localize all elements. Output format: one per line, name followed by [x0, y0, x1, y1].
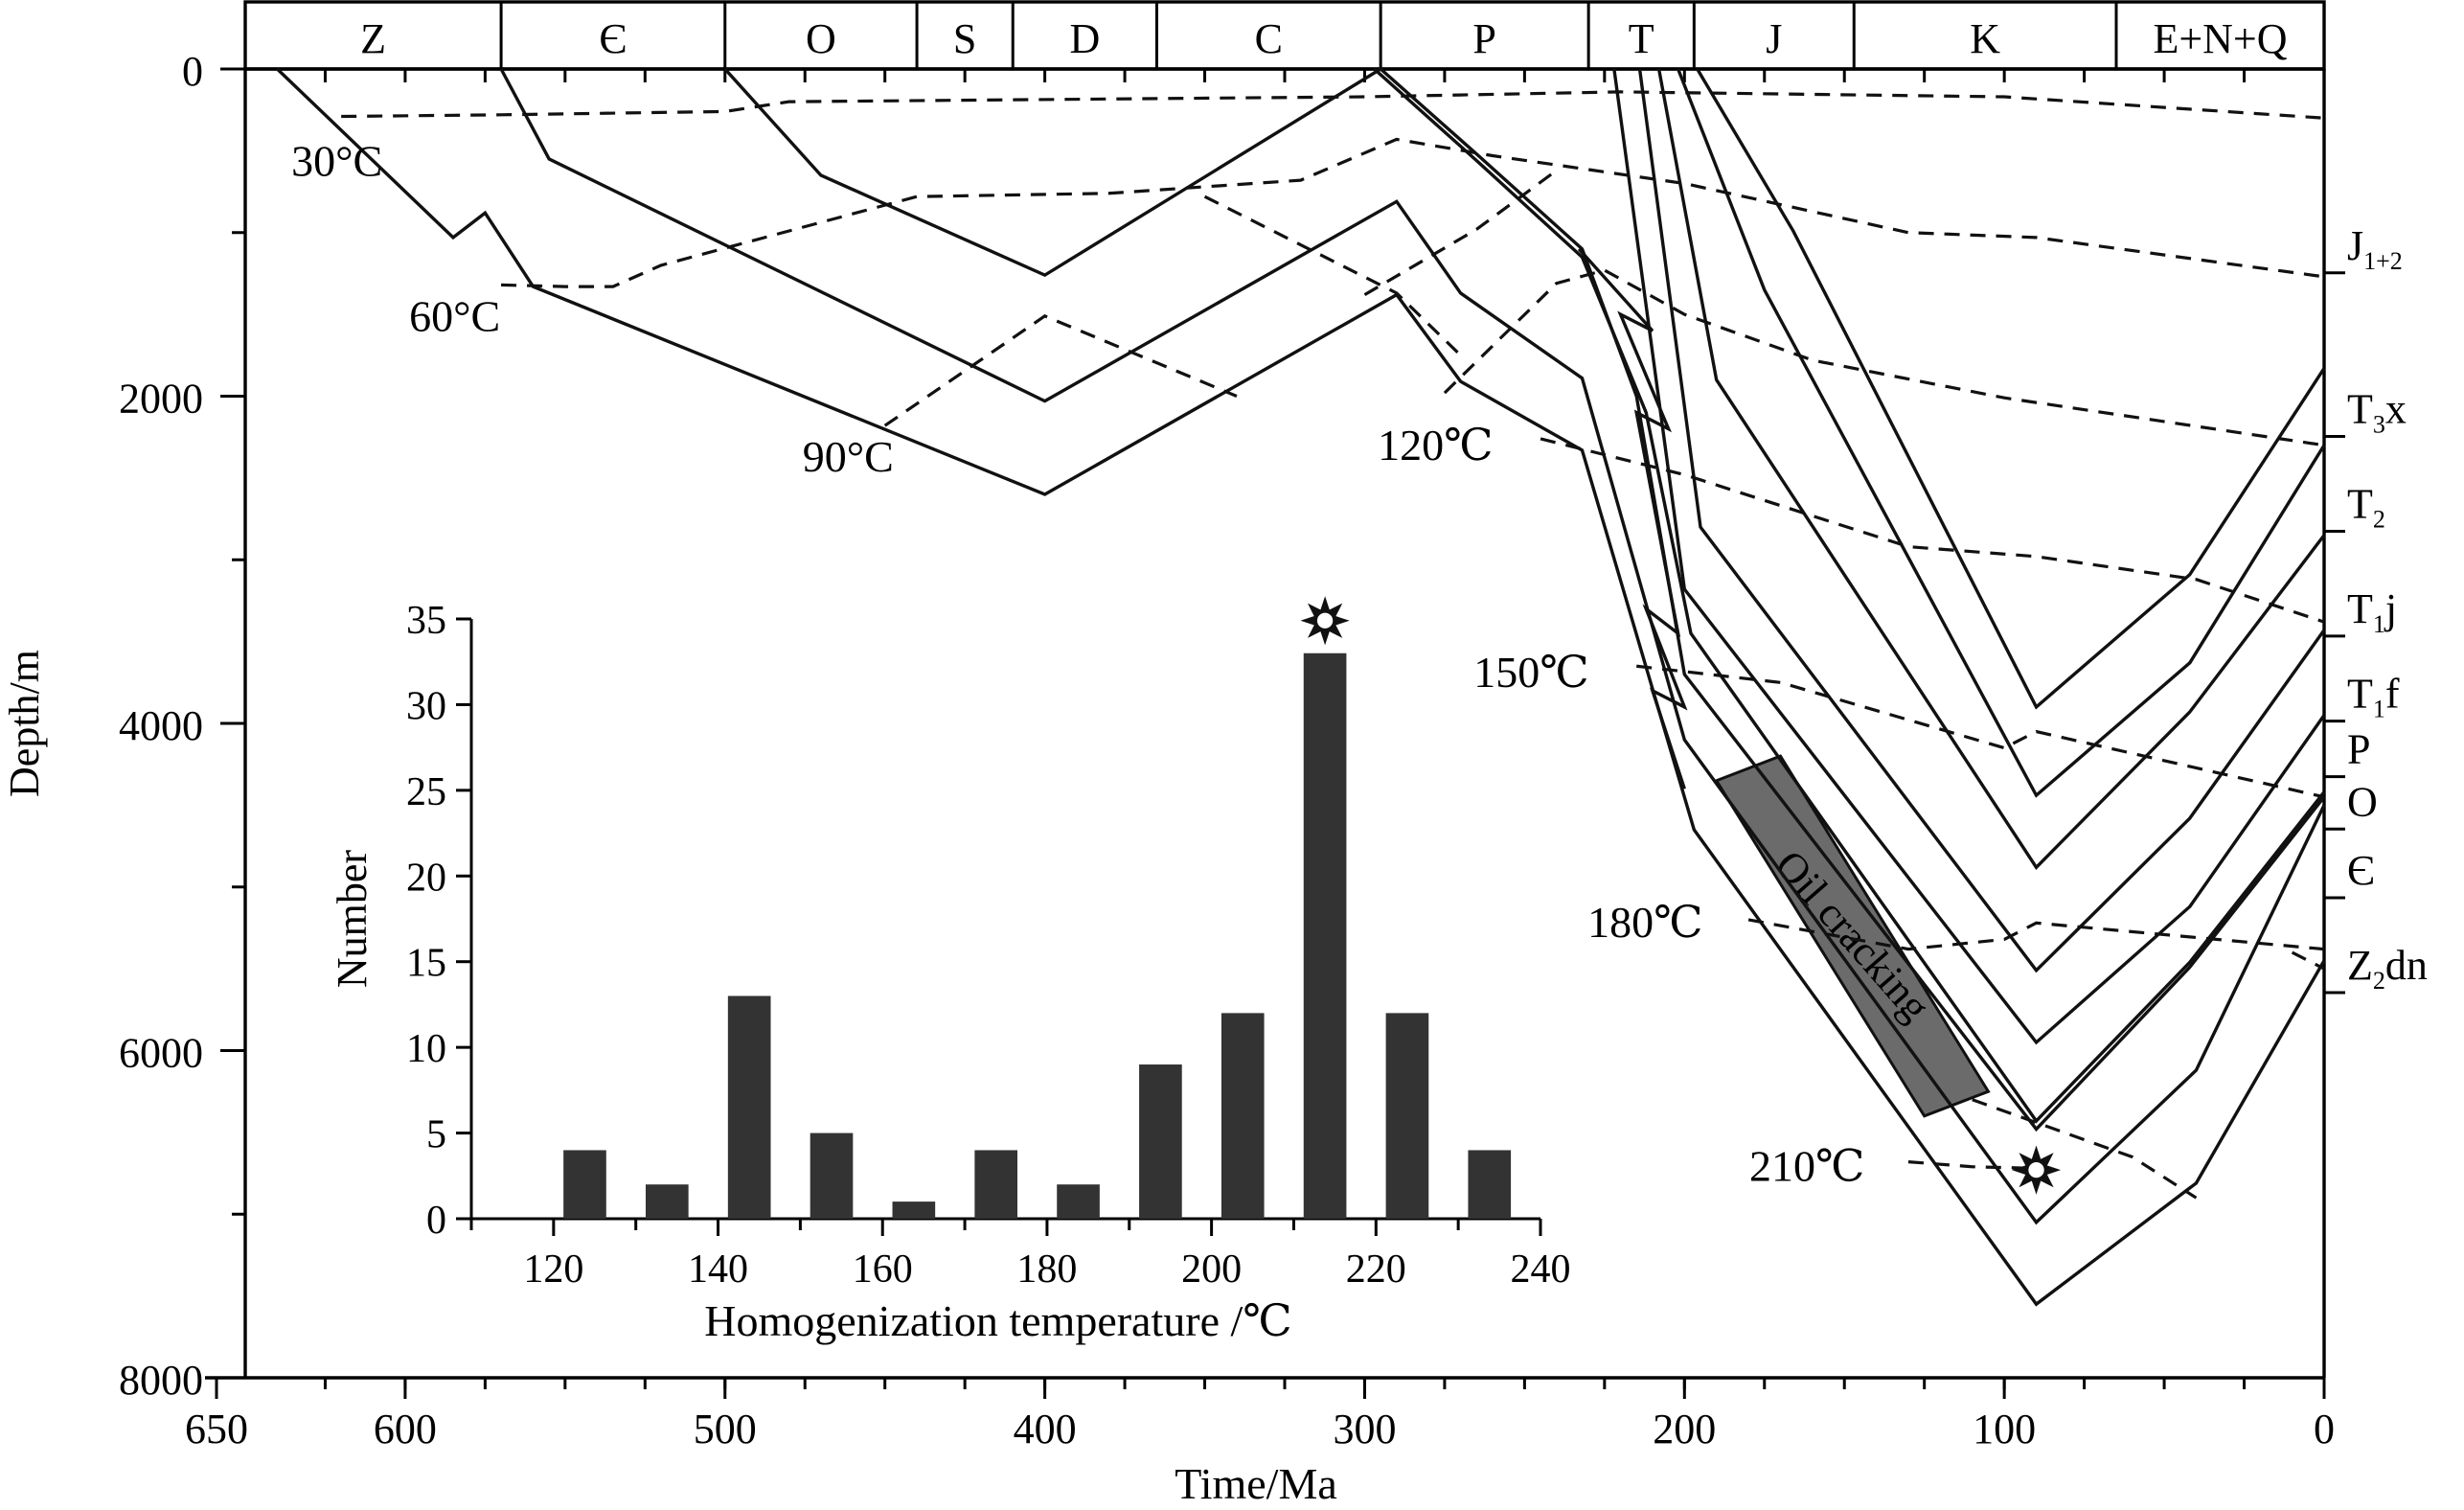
hist-y-tick-label: 20: [406, 856, 446, 900]
burial-zigzag: [1577, 247, 1688, 789]
strata-label: T3x: [2347, 386, 2407, 439]
burial-curve: [723, 66, 2326, 1132]
period-label: Z: [360, 15, 386, 62]
hist-bar: [563, 1150, 606, 1219]
hist-y-tick-label: 25: [406, 770, 446, 814]
hist-x-axis-title: Homogenization temperature /℃: [704, 1296, 1291, 1345]
hist-bar: [727, 995, 771, 1219]
hist-y-tick-label: 0: [426, 1199, 446, 1243]
isotherm-line: [1443, 268, 2325, 447]
hist-x-tick-label: 120: [523, 1247, 583, 1292]
isotherm-label: 90°C: [803, 432, 894, 481]
isotherm-line: [2291, 950, 2325, 971]
period-label: O: [806, 15, 836, 62]
x-tick-label: 600: [374, 1406, 437, 1453]
hist-bar: [1303, 652, 1347, 1219]
period-bar: [243, 0, 2326, 71]
strata-label: T2: [2347, 481, 2385, 534]
x-tick-label: 300: [1333, 1406, 1396, 1453]
strata-label: T1j: [2347, 585, 2397, 638]
hist-x-tick-label: 160: [853, 1247, 913, 1292]
hist-bar: [1468, 1150, 1512, 1219]
period-label: P: [1472, 15, 1495, 62]
strata-label: Z2dn: [2347, 942, 2428, 995]
isotherm-line: [883, 314, 1238, 427]
period-label: D: [1069, 15, 1100, 62]
hist-bar: [645, 1184, 689, 1219]
hist-y-tick-label: 15: [406, 942, 446, 986]
hist-y-tick-label: 5: [426, 1113, 446, 1157]
period-label: E+N+Q: [2153, 15, 2287, 62]
x-axis-title: Time/Ma: [1175, 1459, 1337, 1508]
burial-curve: [1656, 68, 2326, 870]
hist-y-axis-title: Number: [329, 850, 376, 989]
y-tick-label: 8000: [119, 1357, 203, 1404]
isotherm-line: [1907, 1160, 2037, 1171]
strata-label: P: [2347, 726, 2370, 773]
period-label: Є: [599, 15, 627, 62]
isotherm-line: [1363, 169, 1558, 297]
isotherm-line: [1540, 437, 2325, 624]
isotherm-label: 30°C: [291, 137, 382, 186]
period-label: K: [1970, 15, 2000, 62]
strata-label: T1f: [2347, 671, 2400, 723]
isotherm-label: 180℃: [1587, 898, 1702, 947]
oil-cracking-zone: [1714, 754, 1991, 1118]
hist-y-tick-label: 35: [406, 599, 446, 643]
isotherm-line: [501, 137, 2325, 288]
y-tick-label: 6000: [119, 1030, 203, 1077]
hist-y-tick-label: 30: [406, 684, 446, 728]
isotherm-line: [1203, 194, 1462, 356]
burial-curve: [1677, 68, 2326, 798]
isotherm-line: [1972, 1098, 2198, 1200]
peak-marker-icon-core: [2028, 1161, 2044, 1178]
burial-curve: [1696, 68, 2326, 710]
isotherm-label: 60°C: [409, 291, 500, 340]
isotherm-label: 120℃: [1378, 421, 1493, 469]
x-tick-label: 650: [185, 1406, 248, 1453]
hist-y-tick-label: 10: [406, 1027, 446, 1071]
burial-curve: [1637, 68, 2326, 973]
y-axis-title: Depth/m: [1, 650, 48, 797]
strata-label: O: [2347, 778, 2378, 825]
hist-bar: [810, 1132, 854, 1219]
x-tick-label: 500: [694, 1406, 757, 1453]
x-tick-label: 100: [1973, 1406, 2036, 1453]
isotherm-label: 210℃: [1749, 1142, 1864, 1191]
period-label: C: [1255, 15, 1283, 62]
period-label: J: [1766, 15, 1782, 62]
strata-label: J1+2: [2347, 222, 2403, 275]
isotherm-line: [1747, 918, 2325, 951]
isotherm-label: 150℃: [1473, 648, 1588, 697]
hist-peak-marker-icon-core: [1316, 612, 1334, 629]
x-tick-label: 400: [1014, 1406, 1077, 1453]
hist-x-tick-label: 240: [1511, 1247, 1571, 1292]
hist-bar: [1385, 1013, 1429, 1219]
y-tick-label: 2000: [119, 376, 203, 423]
strata-label: Є: [2347, 847, 2375, 894]
y-tick-label: 4000: [119, 702, 203, 749]
hist-bar: [1221, 1013, 1265, 1219]
period-label: T: [1629, 15, 1654, 62]
hist-bar: [1057, 1184, 1100, 1219]
burial-curve: [499, 68, 2326, 1225]
x-tick-label: 0: [2314, 1406, 2335, 1453]
burial-curve: [1373, 67, 2326, 1124]
hist-bar: [1139, 1064, 1182, 1219]
hist-bar: [892, 1201, 936, 1219]
hist-x-tick-label: 200: [1181, 1247, 1242, 1292]
y-tick-label: 0: [182, 48, 203, 95]
period-label: S: [953, 15, 976, 62]
burial-curve: [1612, 68, 2326, 1045]
hist-x-tick-label: 140: [688, 1247, 748, 1292]
isotherm-line: [341, 90, 2325, 120]
x-tick-label: 200: [1653, 1406, 1716, 1453]
burial-curve: [276, 67, 2326, 1307]
hist-x-tick-label: 220: [1346, 1247, 1406, 1292]
hist-bar: [974, 1150, 1018, 1219]
hist-x-tick-label: 180: [1016, 1247, 1077, 1292]
